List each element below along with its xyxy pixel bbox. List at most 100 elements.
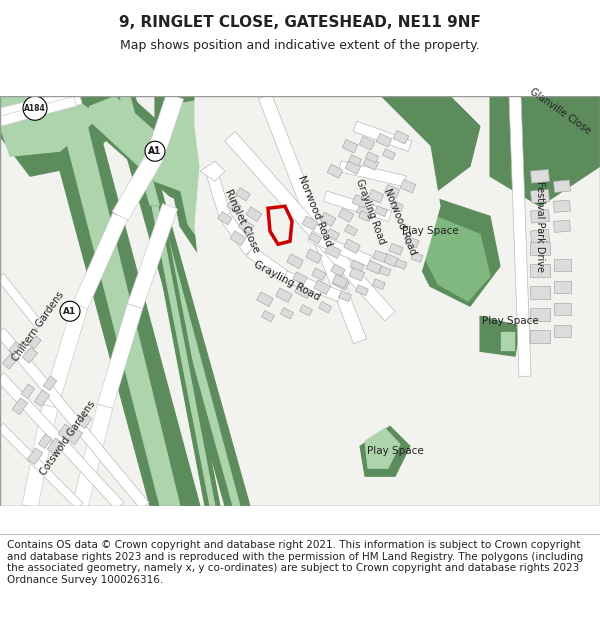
Polygon shape [349,155,361,166]
Polygon shape [295,284,311,299]
Polygon shape [554,259,571,271]
Polygon shape [333,276,349,291]
Polygon shape [0,274,44,329]
Polygon shape [350,260,364,272]
Polygon shape [34,390,50,407]
Text: Cotswold Gardens: Cotswold Gardens [38,399,97,478]
Polygon shape [395,259,407,269]
Polygon shape [360,426,410,476]
Text: A1: A1 [64,307,77,316]
Polygon shape [530,242,550,255]
Polygon shape [530,169,550,183]
Polygon shape [0,96,76,126]
Polygon shape [58,424,72,439]
Polygon shape [338,208,354,222]
Polygon shape [325,244,341,259]
Text: Chiltern Gardens: Chiltern Gardens [10,289,66,363]
Polygon shape [530,189,550,203]
Polygon shape [27,448,43,464]
Polygon shape [379,266,391,276]
Polygon shape [327,164,343,178]
Polygon shape [320,213,336,226]
Circle shape [23,96,47,120]
Polygon shape [0,328,149,510]
Polygon shape [299,304,313,316]
Polygon shape [530,209,550,223]
Polygon shape [127,204,178,309]
Polygon shape [374,206,388,217]
Polygon shape [554,180,571,192]
Polygon shape [73,213,127,309]
Polygon shape [393,131,409,144]
Polygon shape [420,216,490,301]
Polygon shape [78,414,92,429]
Polygon shape [365,428,400,468]
Polygon shape [312,268,326,281]
Polygon shape [0,372,124,510]
Polygon shape [356,204,372,218]
Polygon shape [67,428,83,444]
Polygon shape [373,251,387,262]
Text: Play Space: Play Space [401,226,458,236]
Text: Norwood Road: Norwood Road [296,174,334,248]
Polygon shape [146,93,184,159]
Polygon shape [110,96,250,506]
Polygon shape [344,239,360,254]
Polygon shape [97,304,143,409]
Polygon shape [331,264,345,277]
Polygon shape [47,438,63,454]
Polygon shape [0,96,50,111]
Polygon shape [283,271,342,301]
Polygon shape [314,280,330,294]
Polygon shape [554,220,571,232]
Polygon shape [195,96,440,341]
Polygon shape [72,404,113,508]
Polygon shape [345,160,361,174]
Polygon shape [323,191,392,221]
Polygon shape [530,229,550,243]
Polygon shape [352,194,368,208]
Polygon shape [259,94,367,344]
Polygon shape [376,133,392,147]
Text: A184: A184 [24,104,46,112]
Polygon shape [2,353,17,369]
Polygon shape [43,304,88,409]
Polygon shape [12,398,28,414]
Polygon shape [389,244,403,255]
Polygon shape [319,302,331,313]
Polygon shape [85,96,200,196]
Polygon shape [368,189,384,203]
Polygon shape [480,316,520,356]
Polygon shape [530,308,550,321]
Polygon shape [80,96,230,216]
Polygon shape [112,152,163,221]
Polygon shape [204,164,231,218]
Polygon shape [276,288,292,302]
Circle shape [60,301,80,321]
Polygon shape [22,348,38,363]
Polygon shape [326,229,340,240]
Polygon shape [230,231,246,246]
Polygon shape [155,96,290,266]
Polygon shape [530,264,550,277]
Polygon shape [55,96,180,506]
Polygon shape [383,254,399,267]
Polygon shape [391,201,403,212]
Text: Glanville Close: Glanville Close [527,86,592,136]
Polygon shape [0,89,82,124]
Polygon shape [554,200,571,212]
Polygon shape [0,96,100,156]
Polygon shape [236,188,250,201]
Polygon shape [293,272,307,284]
Polygon shape [220,213,255,255]
Circle shape [145,141,165,161]
Text: Norwood Road: Norwood Road [382,187,418,256]
Polygon shape [342,139,358,153]
Text: Play Space: Play Space [367,446,424,456]
Polygon shape [530,330,550,342]
Polygon shape [200,161,225,181]
Polygon shape [405,236,419,248]
Polygon shape [120,96,240,506]
Polygon shape [287,254,303,269]
Text: Contains OS data © Crown copyright and database right 2021. This information is : Contains OS data © Crown copyright and d… [7,540,583,585]
